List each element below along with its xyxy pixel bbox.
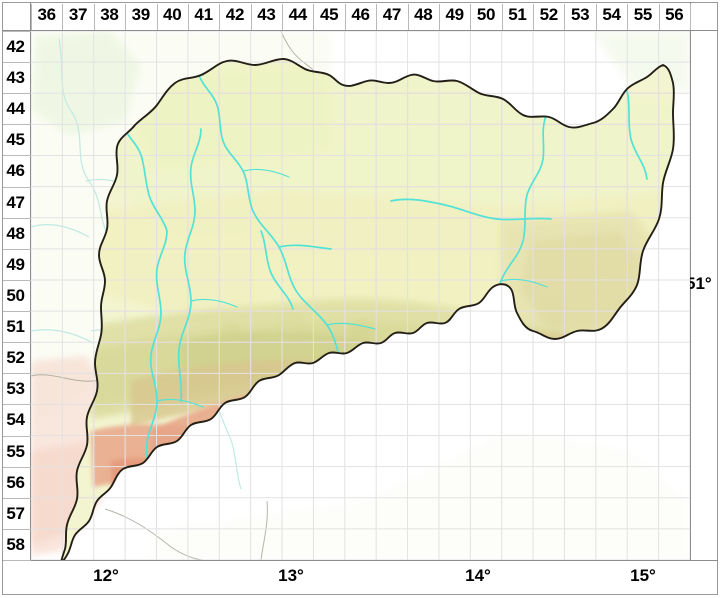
axis-top-tick (658, 4, 660, 30)
axis-top-label: 53 (570, 5, 590, 24)
axis-left-tick (3, 93, 31, 95)
axis-left-label: 58 (6, 534, 25, 554)
axis-top-label: 37 (68, 5, 88, 24)
axis-top-tick (31, 4, 32, 30)
axis-bottom-degree-label: 12° (93, 566, 119, 585)
axis-top-tick (250, 4, 252, 30)
map-canvas[interactable] (31, 31, 690, 560)
axis-left-tick (3, 217, 31, 219)
axis-left-label: 49 (6, 254, 25, 274)
axis-left-label: 50 (6, 285, 25, 305)
map-graphic (31, 31, 690, 560)
axis-bottom-degree-label: 14° (465, 566, 491, 585)
axis-left-tick (3, 528, 31, 530)
axis-left-label: 43 (6, 68, 25, 88)
axis-top-tick (187, 4, 189, 30)
axis-left-tick (3, 435, 31, 437)
axis-top-label: 40 (163, 5, 182, 24)
axis-top-label: 36 (37, 5, 57, 24)
axis-left-label: 56 (6, 472, 25, 492)
axis-top-tick (313, 4, 315, 30)
axis-left-label: 54 (6, 410, 25, 430)
axis-top-tick (533, 4, 535, 30)
axis-top-label: 47 (382, 5, 402, 24)
axis-top-label: 56 (665, 5, 684, 24)
axis-left-tick (3, 279, 31, 281)
axis-top-tick (125, 4, 127, 30)
axis-top-label: 43 (257, 5, 276, 24)
axis-top-tick (564, 4, 566, 30)
axis-left-label: 53 (6, 379, 25, 399)
axis-left-tick (3, 248, 31, 250)
axis-left-tick (3, 404, 31, 406)
axis-top-label: 48 (414, 5, 433, 24)
axis-top-label: 44 (288, 5, 308, 24)
axis-top-tick (282, 4, 284, 30)
axis-top-tick (344, 4, 346, 30)
axis-left-tick (3, 155, 31, 157)
axis-left-label: 44 (6, 99, 25, 119)
axis-top-tick (438, 4, 440, 30)
axis-left-tick (3, 342, 31, 344)
axis-top-label: 46 (351, 5, 370, 24)
axis-right-degree-label: 51° (686, 274, 712, 293)
axis-left-tick (3, 186, 31, 188)
axis-top-tick (219, 4, 221, 30)
axis-left-label: 45 (6, 130, 25, 150)
axis-left-tick (3, 31, 31, 32)
axis-left-label: 52 (6, 348, 25, 368)
axis-left-tick (3, 62, 31, 64)
axis-top-label: 54 (602, 5, 621, 24)
axis-top-label: 39 (131, 5, 151, 24)
axis-left-tick (3, 124, 31, 126)
grid-overlay-outside (31, 31, 690, 560)
axis-top-tick (93, 4, 95, 30)
axis-left-label: 57 (6, 503, 25, 523)
axis-left-label: 51 (6, 317, 25, 337)
axis-left-label: 42 (6, 37, 25, 56)
axis-top-label: 49 (445, 5, 464, 24)
axis-left-tick (3, 373, 31, 375)
axis-top-label: 52 (539, 5, 559, 24)
axis-top-label: 51 (508, 5, 527, 24)
frame-bottom-rule (2, 560, 718, 561)
axis-top-tick (595, 4, 597, 30)
saxony-border-outline (60, 58, 675, 560)
axis-left-tick (3, 466, 31, 468)
axis-top-tick (407, 4, 409, 30)
axis-bottom-degree-label: 13° (278, 566, 304, 585)
axis-left-label: 47 (6, 192, 25, 212)
frame-right-rule (690, 2, 691, 561)
axis-top-label: 41 (194, 5, 213, 24)
axis-left-label: 46 (6, 161, 25, 181)
axis-top-tick (62, 4, 64, 30)
axis-top-label: 50 (476, 5, 496, 24)
axis-left-tick (3, 311, 31, 313)
axis-top-tick (376, 4, 378, 30)
axis-left-tick (3, 560, 31, 562)
axis-top-tick (156, 4, 158, 30)
axis-top-tick (627, 4, 629, 30)
axis-left-label: 55 (6, 441, 25, 461)
axis-bottom-degree-label: 15° (630, 566, 656, 585)
axis-top-tick (470, 4, 472, 30)
axis-top-label: 42 (225, 5, 245, 24)
axis-top-label: 55 (633, 5, 653, 24)
axis-top-tick (689, 4, 691, 30)
axis-top-label: 38 (100, 5, 119, 24)
axis-left-tick (3, 497, 31, 499)
axis-top-tick (501, 4, 503, 30)
axis-top-label: 45 (319, 5, 339, 24)
axis-left-label: 48 (6, 223, 25, 243)
